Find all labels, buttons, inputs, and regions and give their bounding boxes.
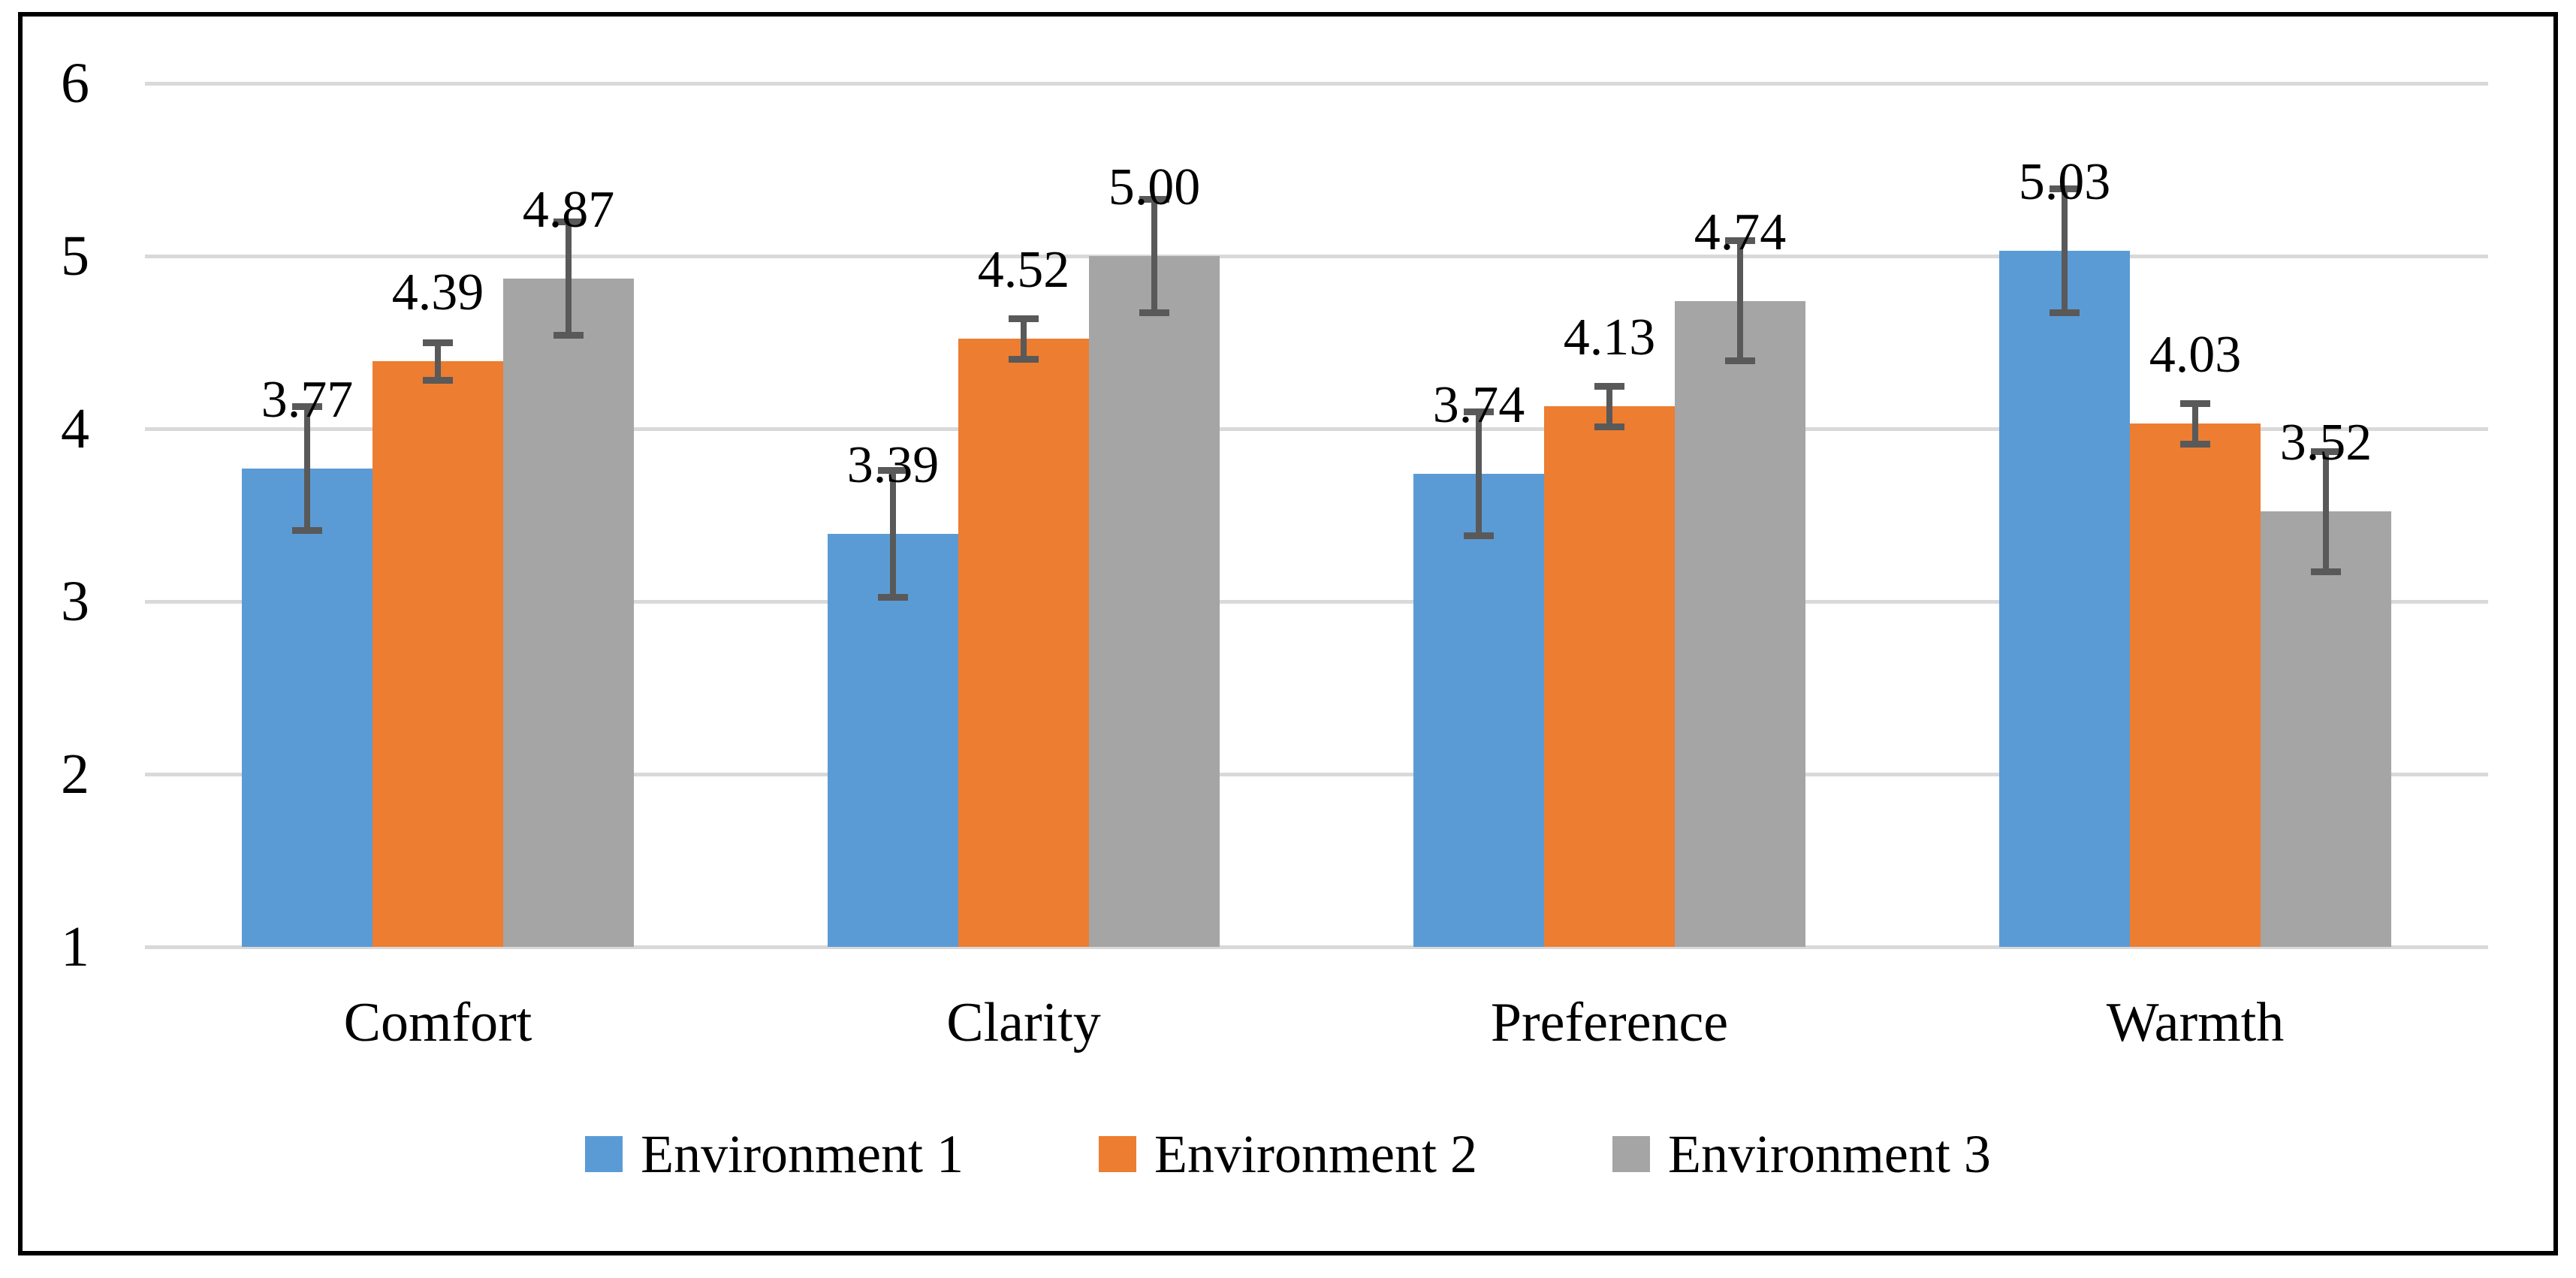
error-bar-stem bbox=[1151, 199, 1157, 313]
data-label: 3.52 bbox=[2279, 414, 2372, 472]
x-axis-category-label: Warmth bbox=[2106, 992, 2285, 1053]
legend-swatch-icon bbox=[1612, 1136, 1650, 1172]
bar-clarity-env1 bbox=[828, 534, 958, 947]
error-bar-cap-top bbox=[2050, 185, 2080, 193]
legend-swatch-icon bbox=[585, 1136, 623, 1172]
bar-clarity-env3 bbox=[1089, 256, 1220, 947]
error-bar-cap-top bbox=[554, 219, 584, 225]
error-bar-cap-bottom bbox=[292, 526, 322, 534]
error-bar-cap-bottom bbox=[2050, 309, 2080, 316]
error-bar-cap-top bbox=[1464, 408, 1494, 415]
bar-warmth-env3 bbox=[2261, 511, 2391, 947]
data-label: 4.03 bbox=[2149, 326, 2242, 384]
gridline-y5 bbox=[145, 255, 2488, 258]
y-axis-tick-label: 3 bbox=[61, 570, 89, 633]
bar-comfort-env1 bbox=[242, 468, 373, 947]
data-label: 3.39 bbox=[846, 436, 940, 495]
y-axis-tick-label: 1 bbox=[61, 915, 89, 978]
bar-preference-env1 bbox=[1413, 473, 1544, 947]
error-bar-stem bbox=[1737, 240, 1743, 362]
error-bar-cap-top bbox=[1594, 382, 1624, 390]
legend-item-env2: Environment 2 bbox=[1099, 1120, 1477, 1188]
bar-comfort-env3 bbox=[503, 278, 634, 947]
legend: Environment 1 Environment 2 Environment 3 bbox=[0, 1120, 2576, 1188]
error-bar-cap-bottom bbox=[1725, 357, 1755, 365]
data-label: 4.52 bbox=[977, 241, 1070, 300]
error-bar-cap-bottom bbox=[1139, 309, 1169, 316]
error-bar-cap-top bbox=[2311, 448, 2341, 455]
y-axis-tick-label: 5 bbox=[61, 225, 89, 288]
chart-outer-border bbox=[18, 12, 2558, 1255]
gridline-y3 bbox=[145, 600, 2488, 604]
data-label: 3.77 bbox=[261, 370, 354, 429]
error-bar-cap-top bbox=[2180, 399, 2210, 407]
gridline-y1 bbox=[145, 945, 2488, 949]
y-axis-tick-label: 4 bbox=[61, 397, 89, 460]
gridline-y6 bbox=[145, 82, 2488, 86]
error-bar-cap-bottom bbox=[554, 331, 584, 339]
data-label: 4.39 bbox=[391, 264, 484, 322]
x-axis-category-label: Comfort bbox=[343, 992, 532, 1053]
error-bar-cap-bottom bbox=[2311, 568, 2341, 575]
data-label: 3.74 bbox=[1432, 375, 1525, 434]
error-bar-stem bbox=[2062, 188, 2068, 313]
gridline-y2 bbox=[145, 773, 2488, 776]
error-bar-cap-top bbox=[423, 339, 453, 346]
bar-preference-env3 bbox=[1675, 300, 1805, 947]
error-bar-cap-bottom bbox=[1009, 356, 1039, 363]
data-label: 5.03 bbox=[2018, 153, 2111, 212]
error-bar-cap-top bbox=[292, 403, 322, 411]
bar-comfort-env2 bbox=[373, 361, 503, 947]
legend-item-env1: Environment 1 bbox=[585, 1120, 964, 1188]
error-bar-stem bbox=[2323, 451, 2329, 572]
error-bar-stem bbox=[1476, 411, 1482, 536]
data-label: 4.74 bbox=[1694, 203, 1787, 261]
y-axis-tick-label: 2 bbox=[61, 743, 89, 806]
error-bar-stem bbox=[1021, 318, 1027, 360]
error-bar-cap-bottom bbox=[1594, 423, 1624, 430]
legend-label: Environment 3 bbox=[1667, 1124, 1991, 1184]
error-bar-cap-top bbox=[1725, 237, 1755, 245]
error-bar-cap-bottom bbox=[1464, 532, 1494, 539]
error-bar-stem bbox=[2192, 402, 2198, 445]
legend-label: Environment 2 bbox=[1154, 1124, 1477, 1184]
bar-warmth-env1 bbox=[1999, 251, 2130, 947]
error-bar-stem bbox=[435, 342, 441, 381]
error-bar-cap-bottom bbox=[878, 594, 908, 601]
error-bar-cap-bottom bbox=[2180, 440, 2210, 448]
legend-label: Environment 1 bbox=[641, 1124, 964, 1184]
legend-item-env3: Environment 3 bbox=[1612, 1120, 1991, 1188]
data-label: 4.13 bbox=[1563, 309, 1656, 367]
bar-preference-env2 bbox=[1544, 406, 1675, 947]
bar-clarity-env2 bbox=[958, 339, 1089, 947]
x-axis-category-label: Preference bbox=[1490, 992, 1729, 1053]
y-axis-tick-label: 6 bbox=[61, 52, 89, 115]
data-label: 5.00 bbox=[1108, 158, 1201, 216]
error-bar-stem bbox=[1606, 385, 1612, 427]
data-label: 4.87 bbox=[522, 180, 615, 239]
error-bar-stem bbox=[890, 470, 896, 598]
error-bar-stem bbox=[304, 406, 310, 531]
error-bar-cap-top bbox=[878, 467, 908, 475]
error-bar-cap-top bbox=[1009, 315, 1039, 322]
gridline-y4 bbox=[145, 427, 2488, 431]
error-bar-cap-bottom bbox=[423, 376, 453, 384]
legend-swatch-icon bbox=[1099, 1136, 1137, 1172]
error-bar-cap-top bbox=[1139, 196, 1169, 203]
x-axis-category-label: Clarity bbox=[946, 992, 1101, 1053]
error-bar-stem bbox=[566, 222, 572, 336]
bar-warmth-env2 bbox=[2130, 423, 2261, 947]
